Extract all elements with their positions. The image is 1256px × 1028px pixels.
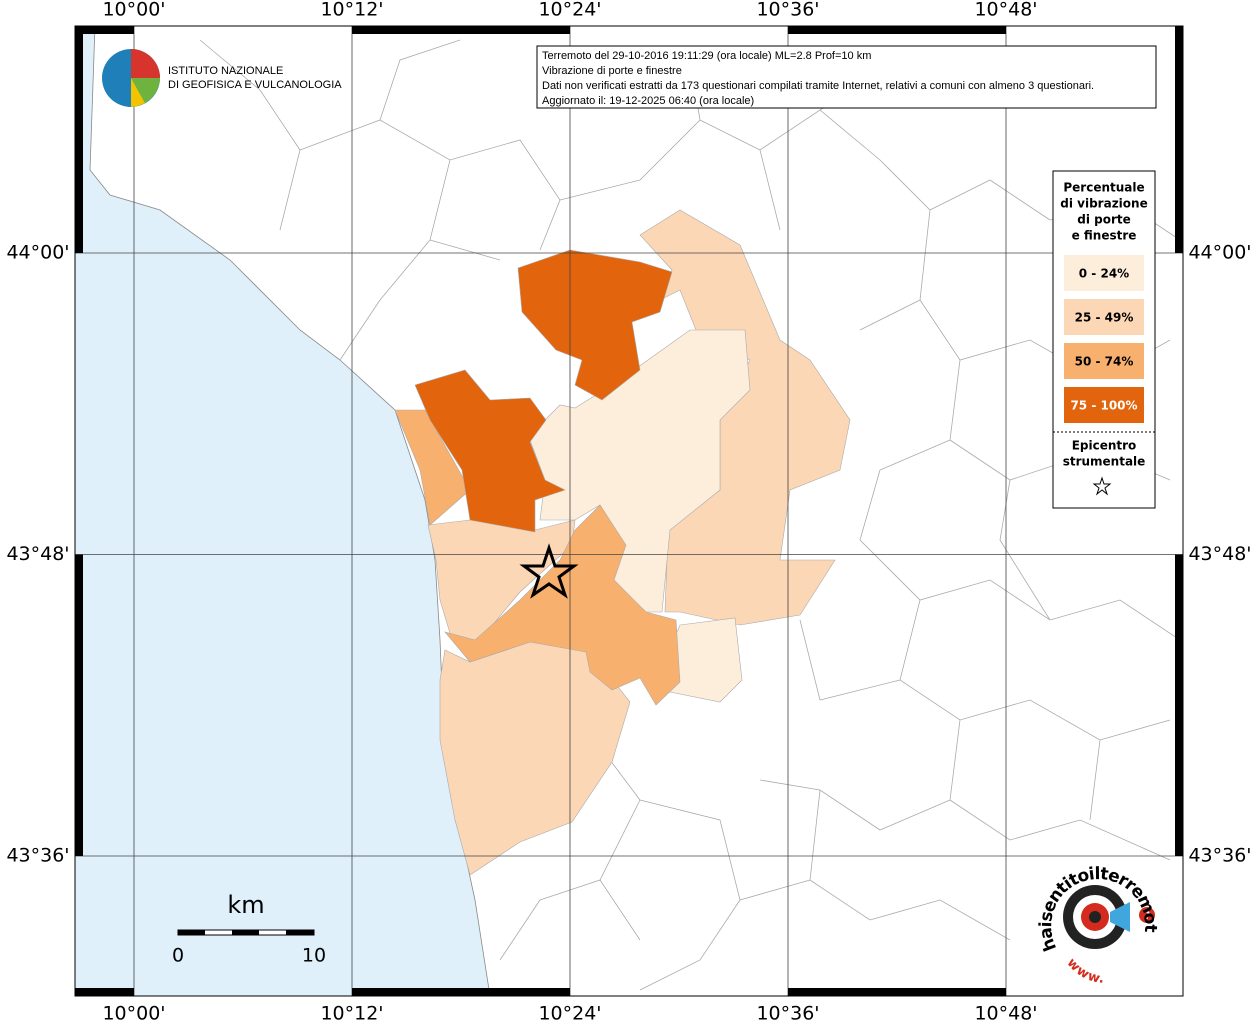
legend-swatch	[1064, 387, 1144, 423]
info-lines: Terremoto del 29-10-2016 19:11:29 (ora l…	[542, 50, 1094, 107]
legend-title: Percentuale	[1063, 181, 1144, 195]
lon-label: 10°24'	[538, 0, 601, 21]
legend-label: 0 - 24%	[1079, 267, 1129, 281]
scale-segment	[286, 930, 314, 935]
info-line: Dati non verificati estratti da 173 ques…	[542, 80, 1094, 92]
legend-title: di porte	[1077, 213, 1131, 227]
lon-label: 10°24'	[538, 1003, 601, 1025]
legend-label: 50 - 74%	[1075, 355, 1134, 369]
lon-label: 10°48'	[974, 1003, 1037, 1025]
region	[517, 249, 673, 401]
logo-segment	[131, 78, 160, 103]
logo-text: DI GEOFISICA E VULCANOLOGIA	[168, 79, 342, 91]
scale-bar: km 0 10	[172, 891, 326, 967]
region	[394, 409, 471, 526]
lon-label: 10°12'	[320, 0, 383, 21]
legend-label: 25 - 49%	[1075, 311, 1134, 325]
scale-label: 10	[302, 945, 326, 967]
graticule	[75, 26, 1183, 996]
frame-bar	[352, 26, 570, 34]
epicenter-star	[519, 543, 579, 599]
frame-bar	[75, 554, 83, 856]
badge	[1139, 907, 1155, 923]
badge-symbol: ?	[1144, 909, 1150, 922]
lon-label: 10°36'	[756, 0, 819, 21]
lat-label: 44°00'	[1188, 242, 1251, 264]
region	[639, 209, 851, 626]
logo-segment	[131, 49, 160, 78]
info-line: Aggiornato il: 19-12-2025 06:40 (ora loc…	[542, 95, 754, 107]
scale-unit: km	[227, 891, 264, 919]
frame-bar	[1175, 554, 1183, 856]
legend-title: e finestre	[1072, 229, 1137, 243]
lat-label: 44°00'	[6, 242, 69, 264]
logo-text: ISTITUTO NAZIONALE	[168, 65, 283, 77]
frame-bar	[352, 988, 570, 996]
sea	[74, 25, 491, 997]
lat-label: 43°36'	[6, 845, 69, 867]
frame-bar	[788, 26, 1006, 34]
frame-bar	[75, 26, 134, 34]
legend-label: 75 - 100%	[1070, 399, 1137, 413]
lon-label: 10°12'	[320, 1003, 383, 1025]
speaker	[1110, 902, 1130, 932]
lon-label: 10°00'	[102, 0, 165, 21]
axis-labels: 10°00' 10°00' 10°12' 10°12' 10°24' 10°24' 10°3…	[6, 0, 1251, 1025]
info-box	[536, 45, 1157, 109]
lat-label: 43°48'	[6, 543, 69, 565]
scale-label: 0	[172, 945, 184, 967]
frame-bar	[788, 988, 1006, 996]
lat-label: 43°48'	[1188, 543, 1251, 565]
legend-swatch	[1064, 255, 1144, 291]
frame-bar	[75, 988, 134, 996]
region	[414, 369, 566, 533]
lon-label: 10°00'	[102, 1003, 165, 1025]
info-line: Terremoto del 29-10-2016 19:11:29 (ora l…	[542, 50, 871, 62]
ingv-logo: ISTITUTO NAZIONALE DI GEOFISICA E VULCAN…	[102, 49, 342, 107]
legend-star	[1092, 476, 1112, 496]
frame-ticks	[75, 26, 1183, 996]
frame-bar	[1175, 26, 1183, 253]
lat-label: 43°36'	[1188, 845, 1251, 867]
target	[1089, 911, 1101, 923]
lon-label: 10°36'	[756, 1003, 819, 1025]
region	[444, 504, 681, 706]
lon-label: 10°48'	[974, 0, 1037, 21]
logo-segment	[131, 78, 145, 107]
legend-box	[1052, 170, 1156, 509]
legend-epicenter: Epicentro	[1072, 439, 1137, 453]
legend: Percentuale di vibrazione di porte e finest…	[1060, 181, 1147, 469]
frame	[74, 25, 1184, 997]
info-line: Vibrazione di porte e finestre	[542, 65, 682, 77]
legend-swatch	[1064, 299, 1144, 335]
frame-bar	[75, 26, 83, 253]
legend-epicenter: strumentale	[1063, 455, 1146, 469]
legend-swatch	[1064, 343, 1144, 379]
scale-segment	[232, 930, 259, 935]
scale-segment	[178, 930, 205, 935]
legend-title: di vibrazione	[1060, 197, 1147, 211]
regions	[394, 209, 851, 876]
